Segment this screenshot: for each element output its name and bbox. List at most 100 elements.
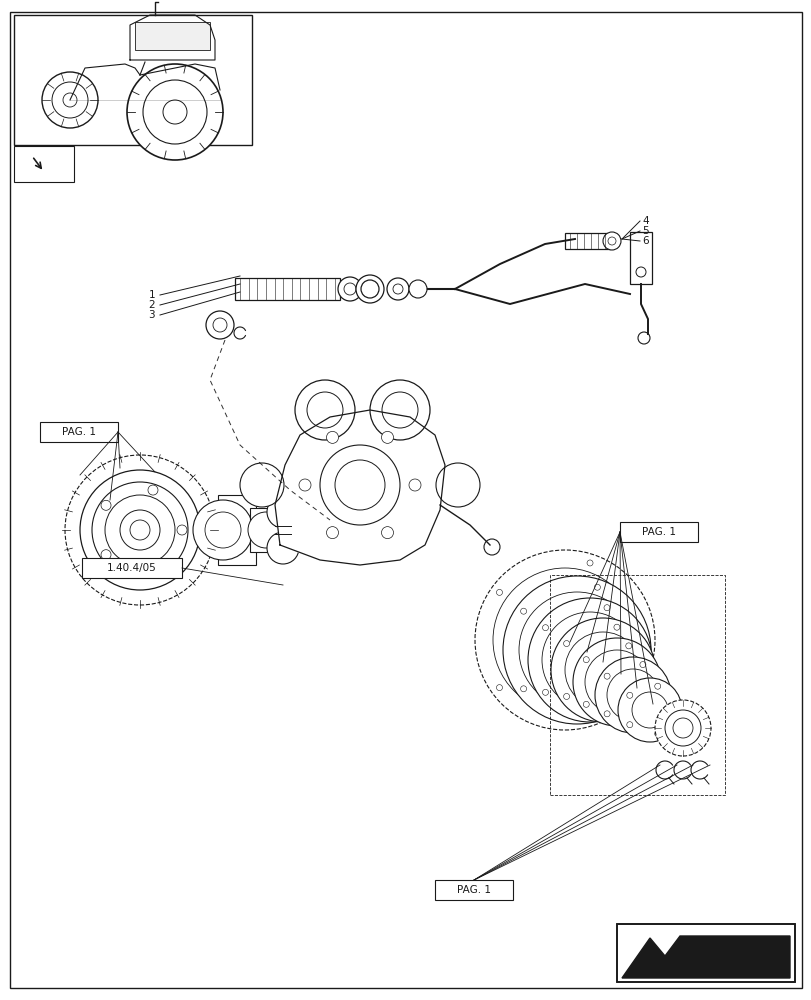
- Bar: [217, 495, 255, 565]
- Circle shape: [639, 722, 645, 728]
- Bar: [234, 278, 340, 300]
- Circle shape: [52, 82, 88, 118]
- Circle shape: [163, 100, 187, 124]
- Text: PAG. 1: PAG. 1: [457, 885, 491, 895]
- Circle shape: [267, 532, 298, 564]
- Circle shape: [603, 711, 609, 717]
- Circle shape: [80, 470, 200, 590]
- Text: 5: 5: [642, 226, 648, 236]
- Text: 2: 2: [148, 300, 155, 310]
- Polygon shape: [275, 410, 444, 565]
- Circle shape: [654, 700, 710, 756]
- Circle shape: [661, 692, 667, 698]
- Circle shape: [496, 589, 502, 595]
- Circle shape: [193, 500, 253, 560]
- Circle shape: [654, 683, 660, 689]
- Circle shape: [206, 311, 234, 339]
- Circle shape: [672, 707, 677, 713]
- Bar: [629, 232, 651, 284]
- Circle shape: [625, 643, 631, 649]
- Circle shape: [204, 512, 241, 548]
- Circle shape: [582, 657, 589, 663]
- Circle shape: [639, 662, 645, 668]
- Bar: [14, 15, 251, 145]
- Circle shape: [582, 701, 589, 707]
- Circle shape: [542, 625, 547, 631]
- Circle shape: [607, 237, 616, 245]
- Circle shape: [613, 624, 619, 630]
- Circle shape: [626, 722, 632, 728]
- Circle shape: [607, 669, 659, 721]
- Circle shape: [613, 710, 619, 716]
- Circle shape: [307, 392, 342, 428]
- Text: 1: 1: [148, 290, 155, 300]
- Circle shape: [409, 280, 427, 298]
- Circle shape: [564, 632, 640, 708]
- Circle shape: [617, 678, 681, 742]
- Circle shape: [247, 512, 284, 548]
- Circle shape: [492, 568, 636, 712]
- Circle shape: [518, 592, 634, 708]
- Circle shape: [298, 479, 311, 491]
- Text: 4: 4: [642, 216, 648, 226]
- Text: PAG. 1: PAG. 1: [62, 427, 96, 437]
- Circle shape: [143, 80, 207, 144]
- Circle shape: [603, 673, 609, 679]
- Circle shape: [483, 539, 500, 555]
- Circle shape: [527, 598, 651, 722]
- Circle shape: [644, 667, 650, 673]
- Text: 3: 3: [148, 310, 155, 320]
- Circle shape: [626, 692, 632, 698]
- Circle shape: [603, 709, 609, 715]
- Circle shape: [594, 710, 599, 716]
- Circle shape: [148, 565, 158, 575]
- Circle shape: [586, 714, 592, 720]
- Bar: [40, 422, 118, 442]
- Circle shape: [573, 638, 660, 726]
- Circle shape: [326, 431, 338, 443]
- Circle shape: [92, 482, 188, 578]
- Bar: [564, 233, 609, 249]
- Circle shape: [603, 605, 609, 611]
- Bar: [616, 924, 794, 982]
- Circle shape: [642, 637, 648, 643]
- Circle shape: [370, 380, 430, 440]
- Circle shape: [631, 692, 667, 728]
- Circle shape: [639, 647, 646, 653]
- Circle shape: [563, 693, 569, 699]
- Circle shape: [335, 460, 384, 510]
- Circle shape: [294, 380, 354, 440]
- Circle shape: [355, 275, 384, 303]
- Bar: [14, 146, 74, 182]
- Circle shape: [387, 278, 409, 300]
- Circle shape: [502, 576, 650, 724]
- Circle shape: [148, 485, 158, 495]
- Circle shape: [563, 641, 569, 647]
- Circle shape: [637, 332, 649, 344]
- Circle shape: [63, 93, 77, 107]
- Circle shape: [65, 455, 215, 605]
- Circle shape: [651, 679, 657, 685]
- Circle shape: [603, 232, 620, 250]
- Circle shape: [42, 72, 98, 128]
- Bar: [82, 558, 182, 578]
- Bar: [135, 22, 210, 50]
- Circle shape: [393, 284, 402, 294]
- Circle shape: [101, 500, 111, 510]
- Circle shape: [635, 267, 646, 277]
- Bar: [250, 508, 280, 552]
- Circle shape: [436, 463, 479, 507]
- Circle shape: [642, 657, 647, 663]
- Circle shape: [105, 495, 175, 565]
- Circle shape: [584, 650, 648, 714]
- Circle shape: [127, 64, 223, 160]
- Circle shape: [320, 445, 400, 525]
- Circle shape: [212, 318, 227, 332]
- Text: 1.40.4/05: 1.40.4/05: [107, 563, 157, 573]
- Circle shape: [337, 277, 362, 301]
- Circle shape: [654, 731, 660, 737]
- Circle shape: [594, 584, 599, 590]
- Circle shape: [120, 510, 160, 550]
- Text: PAG. 1: PAG. 1: [642, 527, 676, 537]
- Circle shape: [594, 657, 670, 733]
